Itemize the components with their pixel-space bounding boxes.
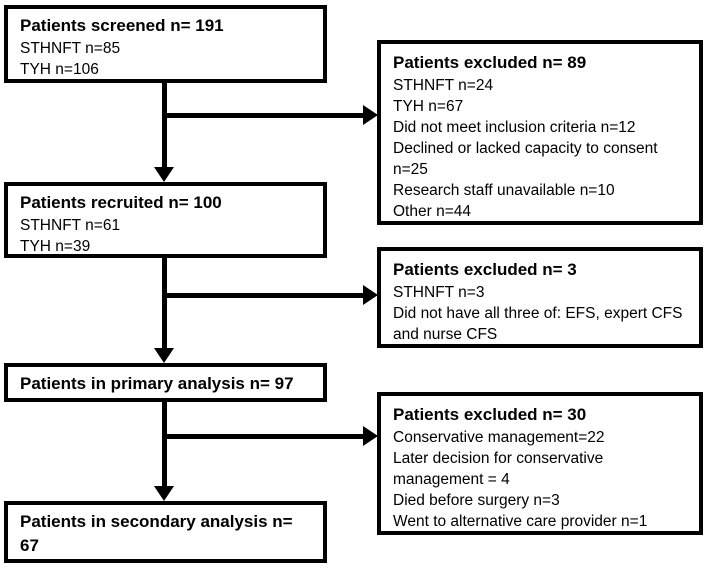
screened-title: Patients screened n= 191 (20, 16, 224, 35)
exclusion-1-line: Research staff unavailable n=10 (393, 182, 615, 199)
flow-box-secondary-analysis: Patients in secondary analysis n= 67 (4, 501, 327, 563)
arrowhead-down-icon (154, 348, 174, 363)
arrowhead-right-icon (363, 426, 378, 446)
exclusion-box-recruited: Patients excluded n= 3 STHNFT n=3 Did no… (377, 247, 703, 348)
connector-primary-to-secondary (162, 402, 167, 487)
arrowhead-right-icon (363, 285, 378, 305)
exclusion-box-screening: Patients excluded n= 89 STHNFT n=24 TYH … (377, 40, 703, 225)
exclusion-3-title: Patients excluded n= 30 (393, 405, 587, 424)
secondary-analysis-title: Patients in secondary analysis n= 67 (20, 512, 293, 555)
exclusion-1-line: STHNFT n=24 (393, 77, 494, 94)
exclusion-1-title: Patients excluded n= 89 (393, 53, 587, 72)
flow-box-screened: Patients screened n= 191 STHNFT n=85 TYH… (4, 5, 327, 83)
exclusion-1-line: Other n=44 (393, 203, 471, 220)
arrowhead-down-icon (154, 167, 174, 182)
connector-screened-to-recruited (162, 83, 167, 168)
connector-recruited-to-primary (162, 258, 167, 349)
exclusion-2-line: STHNFT n=3 (393, 284, 485, 301)
recruited-detail-sthnft: STHNFT n=61 (20, 217, 121, 234)
exclusion-3-line: Later decision for conservative manageme… (393, 450, 604, 488)
flow-box-primary-analysis: Patients in primary analysis n= 97 (4, 363, 327, 402)
exclusion-1-line: TYH n=67 (393, 98, 464, 115)
flow-box-recruited: Patients recruited n= 100 STHNFT n=61 TY… (4, 182, 327, 258)
arrowhead-down-icon (154, 486, 174, 501)
branch-to-exclusion-2 (162, 293, 363, 298)
arrowhead-right-icon (363, 105, 378, 125)
recruited-detail-tyh: TYH n=39 (20, 238, 91, 255)
exclusion-2-title: Patients excluded n= 3 (393, 260, 577, 279)
primary-analysis-title: Patients in primary analysis n= 97 (20, 374, 294, 393)
screened-detail-tyh: TYH n=106 (20, 61, 99, 78)
exclusion-box-primary: Patients excluded n= 30 Conservative man… (377, 392, 703, 535)
exclusion-3-line: Died before surgery n=3 (393, 492, 560, 509)
screened-detail-sthnft: STHNFT n=85 (20, 40, 121, 57)
exclusion-1-line: Did not meet inclusion criteria n=12 (393, 119, 636, 136)
exclusion-2-line: Did not have all three of: EFS, expert C… (393, 305, 683, 343)
branch-to-exclusion-1 (162, 113, 363, 118)
exclusion-3-line: Went to alternative care provider n=1 (393, 513, 648, 530)
branch-to-exclusion-3 (162, 434, 363, 439)
exclusion-1-line: Declined or lacked capacity to consent n… (393, 140, 658, 178)
recruited-title: Patients recruited n= 100 (20, 193, 222, 212)
exclusion-3-line: Conservative management=22 (393, 429, 605, 446)
